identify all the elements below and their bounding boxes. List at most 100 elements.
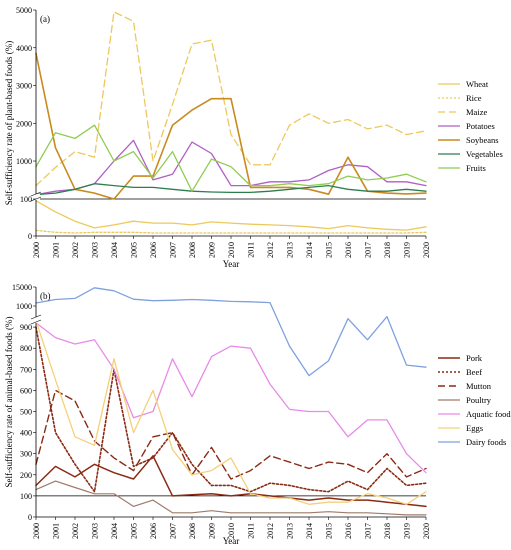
x-tick-label: 2019 (403, 523, 412, 539)
x-tick-label: 2014 (305, 523, 314, 539)
x-axis-title: Year (223, 536, 240, 546)
legend: Wheat Rice Maize Potatoes Soybeans Vegetables… (438, 79, 503, 173)
legend-label-fruits: Fruits (466, 163, 486, 173)
y-tick-label: 0 (28, 513, 32, 522)
y-axis-title: Self-sufficiency rate of plant-based foo… (4, 41, 14, 206)
x-tick-label: 2016 (344, 242, 353, 258)
legend-label-pork: Pork (466, 353, 483, 363)
y-tick-label: 700 (20, 365, 32, 374)
y-tick-label: 3000 (16, 82, 32, 91)
panel-b: 0 100 200 300 400 500 600 700 800 900 1000 15000 200… (4, 283, 511, 546)
x-tick-label: 2019 (403, 242, 412, 258)
x-tick-label: 2017 (364, 242, 373, 258)
legend-label-rice: Rice (466, 93, 482, 103)
x-tick-label: 2008 (188, 523, 197, 539)
x-tick-label: 2008 (188, 242, 197, 258)
panel-label: (b) (40, 291, 51, 301)
legend-label-aquatic-foods: Aquatic foods (466, 409, 511, 419)
x-tick-label: 2010 (227, 242, 236, 258)
x-tick-label: 2009 (208, 242, 217, 258)
x-tick-label: 2010 (227, 523, 236, 539)
x-tick-label: 2013 (286, 523, 295, 539)
series-line-eggs (35, 320, 427, 505)
legend-label-dairy-foods: Dairy foods (466, 437, 506, 447)
legend-label-mutton: Mutton (466, 381, 492, 391)
x-tick-label: 2016 (344, 523, 353, 539)
y-axis-title: Self-sufficiency rate of animal-based fo… (4, 316, 14, 487)
y-tick-label: 2000 (16, 119, 32, 128)
y-tick-label: 1000 (16, 157, 32, 166)
x-tick-label: 2020 (422, 523, 431, 539)
axis-break-mark (30, 314, 42, 320)
x-tick-label: 2006 (149, 242, 158, 258)
y-tick-label: 100 (20, 492, 32, 501)
x-tick-label: 2005 (130, 523, 139, 539)
x-axis-title: Year (223, 259, 240, 269)
y-tick-label: 800 (20, 344, 32, 353)
x-tick-label: 2004 (110, 523, 119, 539)
x-tick-label: 2007 (169, 523, 178, 539)
x-tick-label: 2001 (52, 523, 61, 539)
legend-label-wheat: Wheat (466, 79, 489, 89)
legend-label-beef: Beef (466, 367, 482, 377)
series-line-soybeans (35, 52, 427, 200)
x-tick-label: 2011 (247, 242, 256, 258)
legend-label-maize: Maize (466, 107, 487, 117)
x-tick-label: 2018 (383, 242, 392, 258)
axis-break-mark (30, 319, 42, 325)
x-tick-label: 2001 (52, 242, 61, 258)
x-tick-label: 2000 (32, 242, 41, 258)
x-tick-label: 2004 (110, 242, 119, 258)
series-line-potatoes (35, 139, 427, 196)
y-tick-label: 200 (20, 471, 32, 480)
x-tick-label: 2003 (91, 242, 100, 258)
y-tick-label: 4000 (16, 44, 32, 53)
x-tick-label: 2000 (32, 523, 41, 539)
legend-label-potatoes: Potatoes (466, 121, 495, 131)
x-tick-label: 2015 (325, 242, 334, 258)
x-tick-label: 2005 (130, 242, 139, 258)
x-tick-label: 2012 (266, 523, 275, 539)
y-tick-label: 100 (20, 195, 32, 204)
series-line-wheat (35, 200, 427, 231)
y-tick-label: 600 (20, 386, 32, 395)
x-tick-label: 2012 (266, 242, 275, 258)
y-tick-label: 500 (20, 408, 32, 417)
series-line-beef (35, 326, 427, 493)
x-tick-label: 2015 (325, 523, 334, 539)
series-line-maize (35, 11, 427, 187)
y-tick-label: 1000 (16, 302, 32, 311)
x-tick-label: 2002 (71, 523, 80, 539)
axis-break-gap (32, 194, 40, 200)
legend-label-soybeans: Soybeans (466, 135, 499, 145)
y-tick-label: 0 (28, 232, 32, 241)
x-tick-label: 2017 (364, 523, 373, 539)
y-tick-label: 5000 (16, 6, 32, 15)
x-tick-label: 2003 (91, 523, 100, 539)
x-tick-label: 2009 (208, 523, 217, 539)
axis-break-mark (30, 191, 42, 197)
x-tick-label: 2002 (71, 242, 80, 258)
series-line-dairy-foods (35, 287, 427, 377)
legend-label-vegetables: Vegetables (466, 149, 503, 159)
series-line-poultry (35, 480, 427, 516)
legend-label-poultry: Poultry (466, 395, 492, 405)
y-tick-label: 400 (20, 429, 32, 438)
panel-a: 0 100 1000 2000 3000 4000 5000 2000 2001 2002 2003… (4, 6, 503, 269)
x-tick-label: 2014 (305, 242, 314, 258)
y-tick-label: 900 (20, 323, 32, 332)
series-line-aquatic-foods (35, 322, 427, 474)
legend-label-eggs: Eggs (466, 423, 483, 433)
x-tick-label: 2011 (247, 523, 256, 539)
axis-break-gap (32, 317, 40, 323)
series-line-mutton (35, 389, 427, 480)
x-tick-label: 2020 (422, 242, 431, 258)
series-line-rice (35, 229, 427, 234)
x-tick-label: 2006 (149, 523, 158, 539)
y-tick-label: 15000 (12, 283, 32, 292)
x-tick-label: 2007 (169, 242, 178, 258)
series-line-vegetables (35, 183, 427, 196)
panel-label: (a) (40, 14, 50, 24)
legend: Pork Beef Mutton Poultry Aquatic foods Eggs Da… (438, 353, 511, 447)
